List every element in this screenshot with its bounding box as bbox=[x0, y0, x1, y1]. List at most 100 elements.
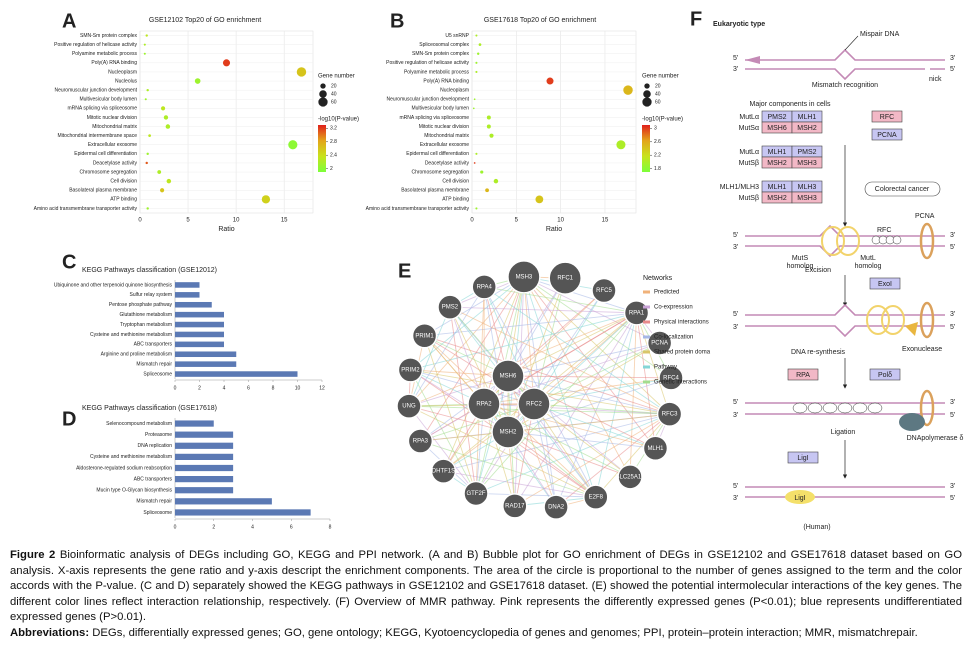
edge bbox=[420, 440, 596, 498]
edge bbox=[424, 276, 525, 337]
label: Excision bbox=[805, 267, 831, 274]
x-tick-label: 10 bbox=[557, 218, 564, 224]
box bbox=[871, 110, 903, 123]
node-label: PMS2 bbox=[442, 305, 459, 311]
node bbox=[491, 415, 525, 449]
end-label: 5' bbox=[950, 66, 955, 73]
edge bbox=[420, 375, 509, 442]
edge bbox=[629, 312, 637, 477]
label: MutL bbox=[860, 255, 876, 262]
plot-area bbox=[139, 30, 314, 214]
bubble bbox=[480, 170, 484, 174]
y-tick-label: Multivesicular body lumen bbox=[79, 97, 137, 103]
y-tick-label: Polyamine metabolic process bbox=[72, 51, 138, 57]
y-tick-label: Cysteine and methionine metabolism bbox=[90, 454, 172, 460]
box bbox=[869, 368, 901, 381]
node bbox=[397, 357, 424, 383]
y-tick-label: Polyamine metabolic process bbox=[404, 69, 470, 75]
y-tick-label: Epidermal cell differentiation bbox=[74, 151, 137, 157]
x-tick-label: 0 bbox=[174, 385, 177, 391]
bar bbox=[175, 301, 212, 308]
edge bbox=[483, 377, 672, 405]
y-tick-label: Basolateral plasma membrane bbox=[401, 188, 469, 194]
edge bbox=[514, 413, 670, 507]
y-tick-label: Sulfur relay system bbox=[129, 292, 172, 298]
x-tick-label: 15 bbox=[281, 218, 288, 224]
label: Mispair DNA bbox=[860, 31, 900, 38]
edge bbox=[408, 306, 451, 407]
y-tick-label: Positive regulation of helicase activity bbox=[386, 60, 469, 66]
y-tick-label: U5 snRNP bbox=[445, 33, 469, 39]
edge bbox=[443, 470, 596, 498]
y-tick-label: Mitotic nuclear division bbox=[87, 115, 138, 121]
node bbox=[463, 480, 489, 507]
y-tick-label: Cell division bbox=[442, 178, 469, 184]
bubble bbox=[165, 124, 171, 129]
edge bbox=[408, 405, 509, 433]
clamp bbox=[866, 305, 890, 335]
edge bbox=[507, 377, 672, 433]
edge bbox=[424, 335, 670, 415]
legend-title: Networks bbox=[643, 275, 673, 282]
strand bbox=[745, 68, 945, 81]
x-tick-label: 0 bbox=[174, 524, 177, 530]
label: MutLα bbox=[739, 114, 759, 121]
edge bbox=[408, 405, 477, 494]
gene: MLH1 bbox=[768, 149, 787, 156]
bar bbox=[175, 321, 224, 328]
edge bbox=[483, 286, 670, 415]
bubble bbox=[477, 52, 480, 55]
gene: MSH2 bbox=[767, 160, 787, 167]
colorbar-label: 2.4 bbox=[330, 153, 337, 159]
gene: MLH3 bbox=[798, 184, 817, 191]
caption-label: Figure 2 bbox=[10, 549, 56, 561]
edge bbox=[410, 312, 637, 371]
node bbox=[623, 300, 650, 326]
node-label: RFC5 bbox=[596, 288, 612, 294]
end-label: 3' bbox=[733, 66, 738, 73]
end-label: 3' bbox=[950, 399, 955, 406]
end-label: 5' bbox=[733, 483, 738, 490]
bar bbox=[175, 453, 234, 460]
legend-label: 40 bbox=[655, 91, 661, 97]
box bbox=[864, 181, 941, 197]
y-tick-label: Spliceosomal complex bbox=[419, 42, 469, 48]
end-label: 5' bbox=[733, 232, 738, 239]
y-tick-label: Arginine and proline metabolism bbox=[101, 352, 172, 358]
y-tick-label: Chromosome segregation bbox=[411, 169, 469, 175]
y-tick-label: Multivesicular body lumen bbox=[411, 106, 469, 112]
edge bbox=[595, 413, 670, 498]
label: Colorectal cancer bbox=[875, 186, 930, 193]
colorbar-label: 2.8 bbox=[330, 139, 337, 145]
edge bbox=[533, 403, 656, 449]
y-tick-label: Selenocompound metabolism bbox=[106, 421, 172, 427]
bubble bbox=[157, 170, 162, 174]
bar bbox=[175, 442, 234, 449]
y-tick-label: Extracellular exosome bbox=[88, 142, 137, 148]
node-label: RFC4 bbox=[663, 375, 679, 381]
colorbar-label: 3 bbox=[654, 126, 657, 132]
edge bbox=[507, 375, 672, 379]
node bbox=[430, 458, 457, 484]
node bbox=[396, 393, 422, 419]
y-tick-label: Spliceosome bbox=[143, 510, 172, 516]
y-tick-label: Nucleolus bbox=[115, 78, 137, 84]
y-tick-label: Chromosome segregation bbox=[79, 169, 137, 175]
edge bbox=[555, 413, 670, 508]
legend-title: -log10(P-value) bbox=[318, 117, 359, 123]
bubble bbox=[475, 152, 478, 155]
edge bbox=[424, 312, 637, 337]
end-label: 5' bbox=[733, 55, 738, 62]
node bbox=[543, 494, 569, 520]
node bbox=[467, 387, 501, 421]
edge bbox=[408, 276, 525, 407]
bar bbox=[175, 331, 224, 338]
bubble bbox=[296, 67, 307, 77]
strand bbox=[745, 303, 945, 316]
edge bbox=[533, 312, 637, 405]
bubble bbox=[473, 162, 476, 164]
x-tick-label: 0 bbox=[138, 218, 142, 224]
pcna-ring bbox=[919, 301, 935, 339]
y-tick-label: mRNA splicing via spliceosome bbox=[400, 115, 470, 121]
edge bbox=[424, 335, 477, 494]
